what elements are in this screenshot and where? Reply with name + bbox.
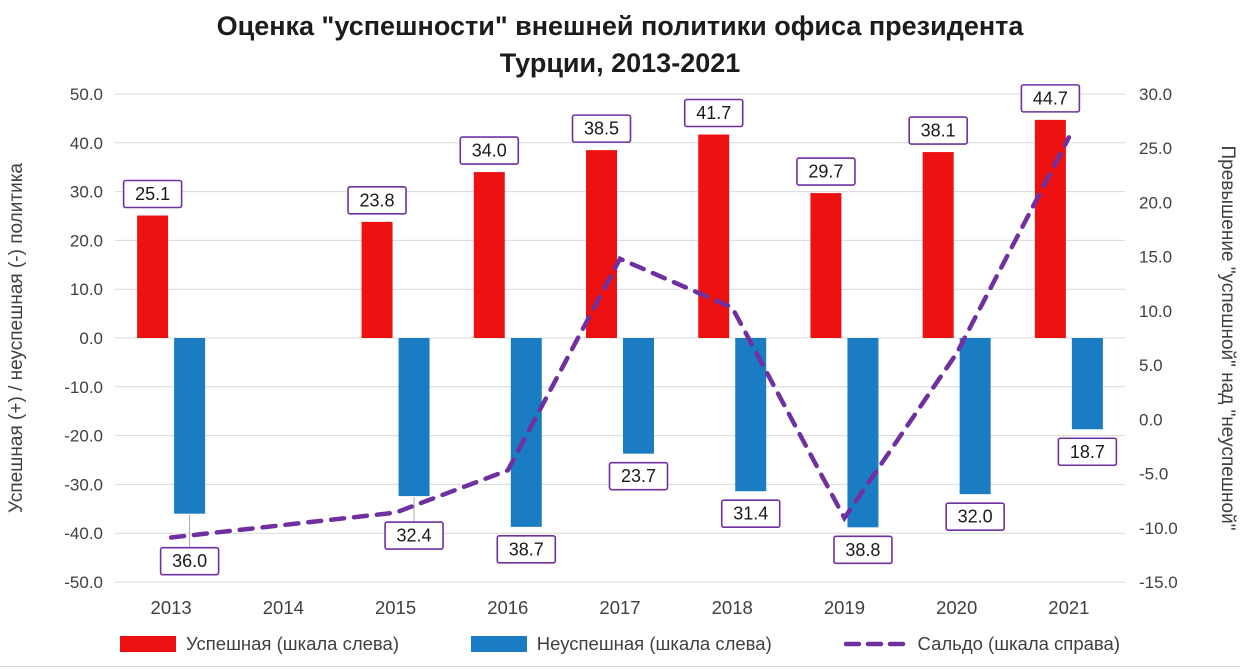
bar-successful bbox=[586, 150, 617, 338]
x-axis-label: 2015 bbox=[375, 597, 416, 618]
bar-unsuccessful bbox=[398, 338, 430, 497]
bars bbox=[137, 119, 1103, 548]
left-axis-tick: 40.0 bbox=[70, 134, 103, 153]
combo-chart: 50.0 40.0 30.0 20.0 10.0 0.0 -10.0 -20.0 -30.0 -4… bbox=[6, 84, 1238, 618]
chart-legend: Успешная (шкала слева) Неуспешная (шкала… bbox=[0, 627, 1240, 659]
x-axis-label: 2020 bbox=[936, 597, 977, 618]
left-axis-title: Успешная (+) / неуспешная (-) политика bbox=[6, 163, 27, 513]
data-label-box bbox=[796, 157, 856, 186]
right-axis-tick: 25.0 bbox=[1139, 139, 1172, 158]
left-axis-tick: 10.0 bbox=[70, 280, 103, 299]
left-axis-tick: -40.0 bbox=[64, 524, 103, 543]
data-label-value: 23.8 bbox=[360, 190, 395, 210]
data-label-value: 32.0 bbox=[958, 507, 993, 527]
left-axis-tick: -20.0 bbox=[64, 427, 103, 446]
data-label-value: 38.8 bbox=[845, 540, 880, 560]
right-axis-ticks: 30.0 25.0 20.0 15.0 10.0 5.0 0.0 -5.0 -10.0 -15.0 bbox=[1139, 85, 1178, 592]
data-label-value: 38.1 bbox=[921, 121, 956, 141]
bar-unsuccessful bbox=[959, 338, 991, 495]
x-axis-label: 2019 bbox=[824, 597, 865, 618]
data-label-box bbox=[496, 535, 557, 564]
x-axis-label: 2017 bbox=[599, 597, 640, 618]
chart-title-line2: Турции, 2013-2021 bbox=[499, 48, 741, 78]
x-axis-label: 2016 bbox=[487, 597, 528, 618]
data-label-box bbox=[571, 114, 632, 143]
data-label-box bbox=[1020, 84, 1081, 113]
data-label-box bbox=[683, 98, 744, 128]
left-axis-tick: -50.0 bbox=[64, 573, 103, 592]
data-label-box bbox=[459, 136, 520, 165]
left-axis-tick: 0.0 bbox=[79, 329, 103, 348]
right-axis-tick: 10.0 bbox=[1139, 302, 1172, 321]
right-axis-tick: 5.0 bbox=[1139, 356, 1163, 375]
legend-label-successful: Успешная (шкала слева) bbox=[186, 633, 399, 654]
legend-item-unsuccessful: Неуспешная (шкала слева) bbox=[470, 633, 772, 655]
chart-title: Оценка "успешности" внешней политики офи… bbox=[0, 0, 1240, 82]
bar-unsuccessful bbox=[623, 338, 654, 454]
legend-item-successful: Успешная (шкала слева) bbox=[120, 633, 399, 655]
data-label-value: 18.7 bbox=[1070, 442, 1105, 462]
data-label-box bbox=[384, 521, 444, 550]
data-label-box bbox=[608, 461, 669, 491]
bar-successful bbox=[137, 215, 169, 338]
x-axis-labels: 2013 2014 2015 2016 2017 2018 2019 2020 2021 bbox=[151, 597, 1090, 618]
chart-bottom-border bbox=[0, 666, 1240, 667]
chart-title-line1: Оценка "успешности" внешней политики офи… bbox=[216, 11, 1024, 41]
bar-successful bbox=[698, 134, 730, 338]
data-label-box bbox=[1057, 437, 1118, 467]
right-axis-tick: -5.0 bbox=[1139, 465, 1168, 484]
left-axis-tick: 20.0 bbox=[70, 231, 103, 250]
bar-unsuccessful bbox=[510, 338, 542, 527]
bar-successful bbox=[361, 221, 393, 338]
left-axis-tick: 50.0 bbox=[70, 85, 103, 104]
right-axis-tick: 30.0 bbox=[1139, 85, 1172, 104]
data-label-box bbox=[347, 186, 407, 215]
data-label-value: 41.7 bbox=[696, 103, 731, 123]
legend-item-saldo: Сальдо (шкала справа) bbox=[843, 633, 1120, 655]
data-label-box bbox=[720, 499, 781, 529]
right-axis-tick: 15.0 bbox=[1139, 248, 1172, 267]
data-label-value: 25.1 bbox=[135, 184, 170, 204]
blue-bar-swatch bbox=[470, 636, 527, 652]
data-label-value: 38.5 bbox=[584, 119, 619, 139]
legend-label-saldo: Сальдо (шкала справа) bbox=[917, 633, 1120, 654]
data-label-value: 23.7 bbox=[621, 466, 656, 486]
bar-unsuccessful bbox=[174, 338, 206, 514]
right-axis-tick: 20.0 bbox=[1139, 193, 1172, 212]
right-axis-tick: -15.0 bbox=[1139, 573, 1178, 592]
data-label-box bbox=[945, 502, 1005, 531]
x-axis-label: 2021 bbox=[1048, 597, 1089, 618]
dashed-line-swatch bbox=[843, 641, 908, 647]
red-bar-swatch bbox=[120, 636, 176, 652]
data-label-value: 32.4 bbox=[397, 526, 432, 546]
data-label-value: 36.0 bbox=[172, 551, 207, 571]
left-axis-tick: -10.0 bbox=[64, 378, 103, 397]
data-label-value: 31.4 bbox=[733, 504, 768, 524]
data-label-value: 38.7 bbox=[509, 539, 544, 559]
x-axis-label: 2014 bbox=[263, 597, 304, 618]
bar-successful bbox=[922, 152, 954, 338]
data-label-box bbox=[159, 546, 220, 576]
right-axis-tick: -10.0 bbox=[1139, 519, 1178, 538]
data-label-value: 34.0 bbox=[472, 141, 507, 161]
bar-successful bbox=[810, 193, 842, 338]
bar-successful bbox=[473, 172, 505, 338]
right-axis-tick: 0.0 bbox=[1139, 410, 1163, 429]
data-label-box bbox=[122, 179, 183, 209]
saldo-line bbox=[168, 135, 1072, 540]
data-label-box bbox=[833, 535, 893, 565]
data-label-value: 29.7 bbox=[808, 162, 843, 182]
legend-label-unsuccessful: Неуспешная (шкала слева) bbox=[536, 633, 772, 654]
left-axis-tick: -30.0 bbox=[64, 475, 103, 494]
x-axis-label: 2018 bbox=[712, 597, 753, 618]
data-labels: 25.1 23.8 34.0 38.5 41.7 29.7 38.1 44.7 36.0 32.4… bbox=[122, 84, 1118, 576]
data-label-value: 44.7 bbox=[1033, 88, 1068, 108]
bar-unsuccessful bbox=[847, 338, 879, 528]
left-axis-tick: 30.0 bbox=[70, 183, 103, 202]
x-axis-label: 2013 bbox=[151, 597, 192, 618]
right-axis-title: Превышение "успешной" над "неуспешной" bbox=[1217, 146, 1238, 531]
bar-unsuccessful bbox=[1071, 338, 1103, 430]
data-label-box bbox=[908, 116, 968, 145]
